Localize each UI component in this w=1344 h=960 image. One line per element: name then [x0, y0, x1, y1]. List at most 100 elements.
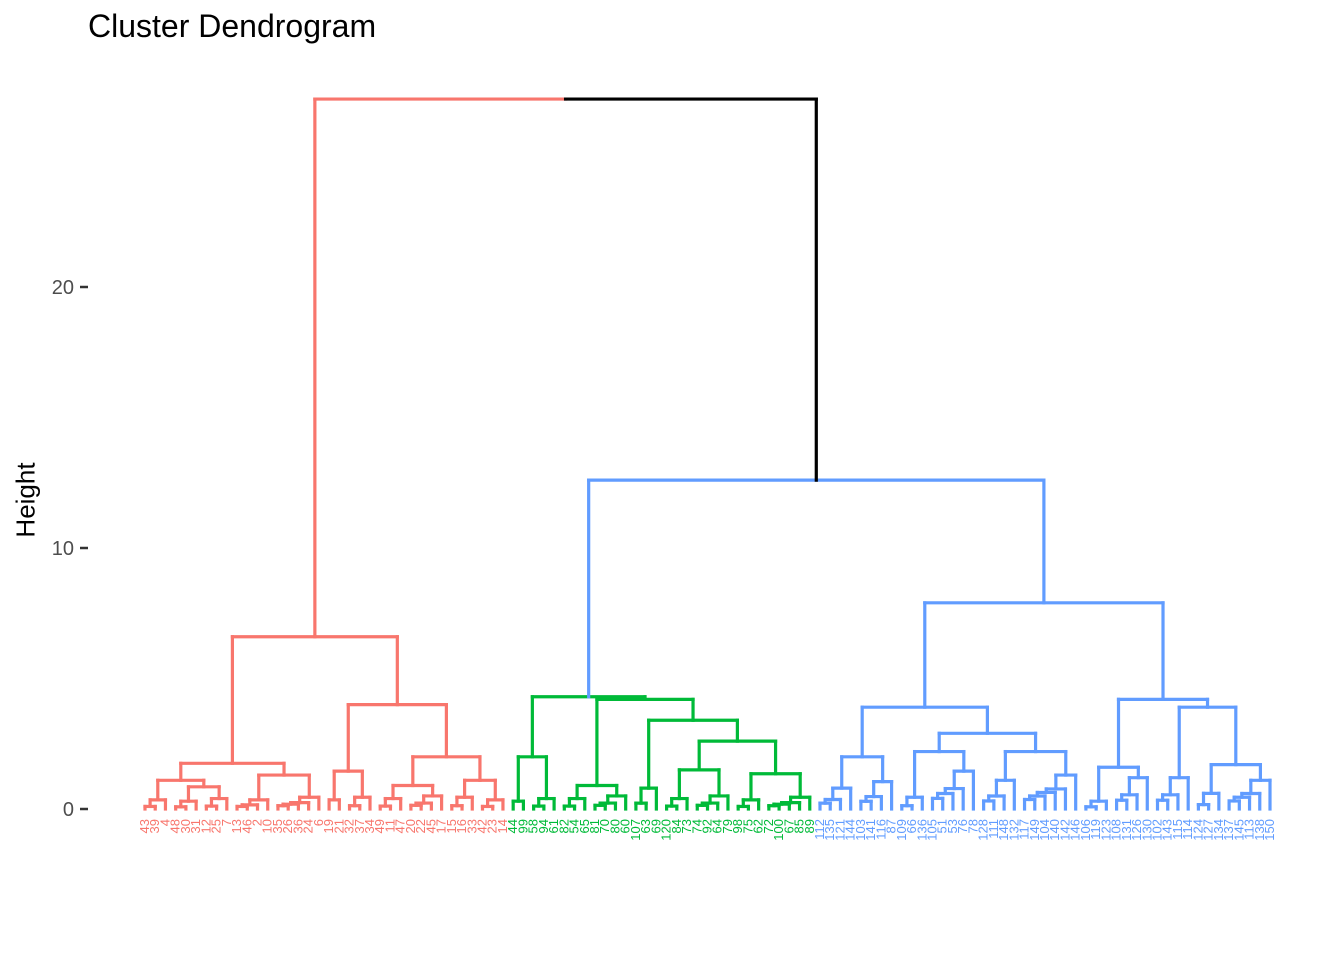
leaf-label: 81 [587, 819, 602, 833]
leaf-labels: 4339448303112257134621035263624619213237… [137, 819, 1277, 841]
leaf-label: 2 [250, 819, 265, 826]
leaf-label: 23 [485, 819, 500, 833]
leaf-label: 36 [290, 819, 305, 833]
leaf-label: 14 [495, 819, 510, 833]
y-tick-label: 0 [63, 799, 74, 821]
leaf-label: 78 [965, 819, 980, 833]
leaf-label: 123 [1098, 819, 1113, 841]
leaf-label: 87 [884, 819, 899, 833]
leaf-label: 143 [1160, 819, 1175, 841]
leaf-label: 85 [792, 819, 807, 833]
leaf-label: 106 [1078, 819, 1093, 841]
leaf-label: 117 [1017, 819, 1032, 840]
leaf-label: 63 [638, 819, 653, 833]
leaf-label: 148 [996, 819, 1011, 841]
leaf-label: 34 [362, 819, 377, 833]
leaf-label: 39 [147, 819, 162, 833]
leaf-label: 66 [904, 819, 919, 833]
leaf-label: 115 [1170, 819, 1185, 840]
leaf-label: 100 [771, 819, 786, 841]
leaf-label: 7 [219, 819, 234, 826]
leaf-label: 53 [945, 819, 960, 833]
leaf-label: 145 [1231, 819, 1246, 841]
leaf-label: 16 [454, 819, 469, 833]
leaf-label: 67 [781, 819, 796, 833]
leaf-label: 120 [659, 819, 674, 841]
leaf-label: 75 [740, 819, 755, 833]
leaf-label: 4 [157, 819, 172, 826]
leaf-label: 37 [352, 819, 367, 833]
leaf-label: 46 [239, 819, 254, 833]
leaf-label: 146 [1068, 819, 1083, 841]
y-axis: 0 10 20 [52, 277, 88, 821]
leaf-label: 137 [1221, 819, 1236, 841]
leaf-label: 149 [1027, 819, 1042, 841]
leaf-label: 61 [546, 819, 561, 833]
leaf-label: 10 [260, 819, 275, 833]
leaf-label: 104 [1037, 819, 1052, 841]
leaf-label: 89 [802, 819, 817, 833]
leaf-label: 45 [423, 819, 438, 833]
leaf-label: 11 [382, 819, 397, 833]
leaf-label: 15 [444, 819, 459, 833]
leaf-label: 12 [198, 819, 213, 833]
leaf-label: 124 [1190, 819, 1205, 841]
leaf-label: 141 [863, 819, 878, 841]
leaf-label: 49 [372, 819, 387, 833]
leaf-label: 150 [1262, 819, 1277, 841]
leaf-label: 119 [1088, 819, 1103, 840]
leaf-label: 126 [1129, 819, 1144, 841]
leaf-label: 140 [1047, 819, 1062, 841]
leaf-label: 111 [986, 819, 1001, 839]
leaf-label: 98 [730, 819, 745, 833]
leaf-label: 142 [1057, 819, 1072, 841]
leaf-label: 107 [628, 819, 643, 841]
leaf-label: 114 [1180, 819, 1195, 840]
leaf-label: 127 [1201, 819, 1216, 841]
leaf-label: 94 [536, 819, 551, 833]
leaf-label: 116 [873, 819, 888, 840]
leaf-label: 47 [393, 819, 408, 833]
leaf-label: 62 [751, 819, 766, 833]
y-tick-label: 20 [52, 277, 74, 299]
leaf-label: 19 [321, 819, 336, 833]
leaf-label: 44 [505, 819, 520, 833]
leaf-label: 43 [137, 819, 152, 833]
y-tick-label: 10 [52, 538, 74, 560]
leaf-label: 134 [1211, 819, 1226, 841]
leaf-label: 112 [812, 819, 827, 840]
leaf-label: 17 [434, 819, 449, 833]
leaf-label: 84 [669, 819, 684, 833]
leaf-label: 130 [1139, 819, 1154, 841]
leaf-label: 121 [832, 819, 847, 841]
leaf-label: 33 [464, 819, 479, 833]
leaf-label: 131 [1119, 819, 1134, 841]
leaf-label: 64 [710, 819, 725, 833]
leaf-label: 136 [914, 819, 929, 841]
leaf-label: 70 [597, 819, 612, 833]
leaf-label: 138 [1252, 819, 1267, 841]
leaf-label: 13 [229, 819, 244, 833]
chart-title: Cluster Dendrogram [88, 8, 377, 44]
leaf-label: 74 [689, 819, 704, 833]
leaf-label: 21 [331, 819, 346, 833]
leaf-label: 32 [342, 819, 357, 833]
leaf-label: 51 [935, 819, 950, 833]
leaf-label: 60 [618, 819, 633, 833]
leaf-label: 109 [894, 819, 909, 841]
leaf-label: 80 [607, 819, 622, 833]
leaf-label: 108 [1109, 819, 1124, 841]
leaf-label: 35 [270, 819, 285, 833]
leaf-label: 69 [648, 819, 663, 833]
leaf-label: 135 [822, 819, 837, 841]
leaf-label: 24 [301, 819, 316, 833]
leaf-label: 54 [567, 819, 582, 833]
leaf-label: 58 [526, 819, 541, 833]
leaf-label: 30 [178, 819, 193, 833]
leaf-label: 73 [679, 819, 694, 833]
leaf-label: 65 [577, 819, 592, 833]
branches [143, 97, 1272, 811]
leaf-label: 20 [403, 819, 418, 833]
leaf-label: 105 [925, 819, 940, 841]
